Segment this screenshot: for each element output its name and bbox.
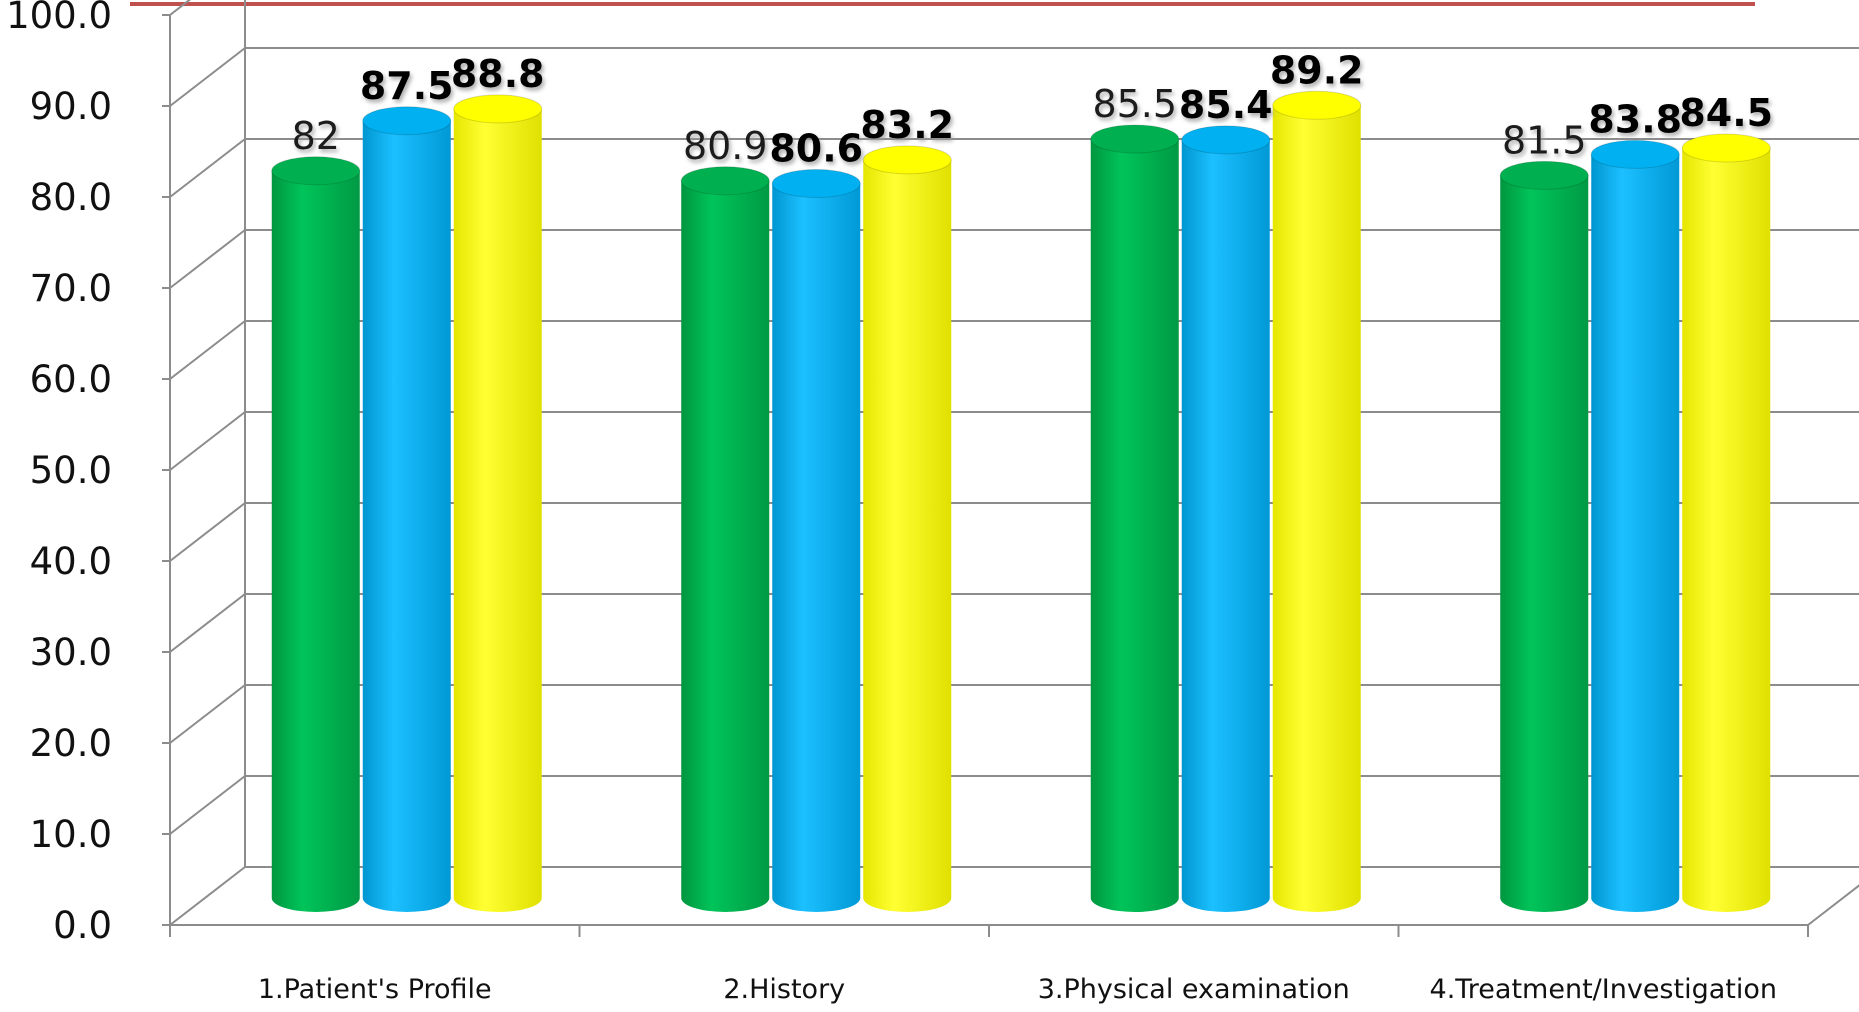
data-label: 87.5 <box>360 64 454 108</box>
data-label: 88.8 <box>451 52 545 96</box>
bar-top <box>680 166 770 196</box>
bar-top <box>862 145 952 175</box>
bar <box>680 166 770 913</box>
data-label: 80.6 <box>769 127 863 171</box>
bar-body <box>1500 175 1589 913</box>
y-tick-label: 40.0 <box>30 540 112 583</box>
bar-body <box>772 183 861 913</box>
bar <box>271 156 361 913</box>
bar-body <box>1090 138 1179 913</box>
gridline-diagonal <box>169 411 246 471</box>
bar-top <box>271 156 361 186</box>
y-tick-label: 70.0 <box>30 267 112 310</box>
category-label: 3.Physical examination <box>1038 974 1350 1005</box>
bar-top <box>453 94 543 124</box>
y-tick-label: 10.0 <box>30 813 112 856</box>
bar-top <box>1681 133 1771 163</box>
bar-body <box>863 159 952 913</box>
data-label: 84.5 <box>1679 91 1773 135</box>
bar <box>862 145 952 913</box>
data-label: 83.8 <box>1588 97 1682 141</box>
data-label: 89.2 <box>1270 48 1364 92</box>
data-label: 85.5 <box>1092 82 1177 126</box>
data-label: 82 <box>292 114 340 158</box>
category-label: 1.Patient's Profile <box>258 974 492 1005</box>
bar <box>1181 125 1271 913</box>
bar <box>1681 133 1771 913</box>
bar <box>362 106 452 913</box>
bar-top <box>1181 125 1271 155</box>
bar-body <box>1181 139 1270 913</box>
bars <box>271 90 1771 913</box>
bar <box>1090 124 1180 913</box>
bar-body <box>681 180 770 913</box>
bar-body <box>362 120 451 913</box>
bar <box>771 169 861 913</box>
y-tick-label: 50.0 <box>30 449 112 492</box>
category-label: 4.Treatment/Investigation <box>1430 974 1777 1005</box>
bar <box>1272 90 1362 913</box>
gridline-diagonal <box>169 0 192 16</box>
gridline-diagonal <box>169 138 246 198</box>
bar <box>1590 139 1680 913</box>
y-tick-label: 0.0 <box>53 904 112 947</box>
bar-body <box>1591 154 1680 913</box>
bar-top <box>1499 160 1589 190</box>
data-label: 83.2 <box>860 103 954 147</box>
y-tick-label: 20.0 <box>30 722 112 765</box>
data-labels: 82 87.588.8 80.9 80.683.2 85.5 85.489.2 81.5 83… <box>292 48 1774 170</box>
bar <box>453 94 543 913</box>
gridline-diagonal <box>169 229 246 289</box>
y-tick-label: 60.0 <box>30 358 112 401</box>
bar-top <box>1272 90 1362 120</box>
gridline-diagonal <box>169 320 246 380</box>
bar-top <box>362 106 452 136</box>
floor-right-edge <box>1807 884 1859 926</box>
bar-body <box>271 170 360 913</box>
y-axis-tick-labels: 0.0 10.0 20.0 30.0 40.0 50.0 60.0 70.0 80.0 90.0 1… <box>6 0 112 947</box>
y-tick-label: 100.0 <box>6 0 112 37</box>
gridline-diagonal <box>169 684 246 744</box>
gridline-diagonal <box>169 47 246 107</box>
y-tick-label: 30.0 <box>30 631 112 674</box>
data-label: 85.4 <box>1179 83 1273 127</box>
y-tick-label: 90.0 <box>30 85 112 128</box>
bar-body <box>1272 105 1361 913</box>
bar <box>1499 160 1589 913</box>
category-label: 2.History <box>723 974 845 1005</box>
x-axis-category-labels: 1.Patient's Profile 2.History 3.Physical e… <box>258 974 1777 1005</box>
y-tick-label: 80.0 <box>30 176 112 219</box>
gridline-diagonal <box>169 775 246 835</box>
gridline-diagonal <box>169 502 246 562</box>
bar-top <box>771 169 861 199</box>
bar-top <box>1090 124 1180 154</box>
bar-top <box>1590 139 1680 169</box>
gridline-diagonal <box>169 866 246 926</box>
gridline-diagonal <box>169 593 246 653</box>
data-label: 80.9 <box>683 124 768 168</box>
bar-body <box>1682 148 1771 913</box>
data-label: 81.5 <box>1502 118 1587 162</box>
bar-body <box>453 108 542 913</box>
